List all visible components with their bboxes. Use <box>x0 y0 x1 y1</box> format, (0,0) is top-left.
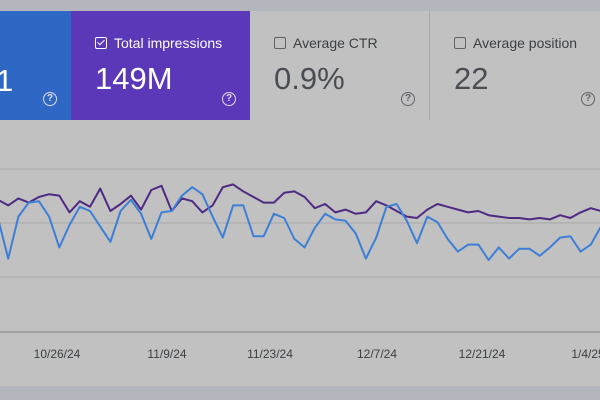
impressions-value: 149M <box>95 61 173 96</box>
ctr-checkbox[interactable] <box>274 37 286 49</box>
position-header: Average position <box>454 35 577 51</box>
help-icon[interactable]: ? <box>401 92 415 106</box>
help-icon[interactable]: ? <box>43 92 57 106</box>
x-tick-label: 12/21/24 <box>459 347 506 361</box>
impressions-checkbox[interactable] <box>95 37 107 49</box>
impressions-header: Total impressions <box>95 35 222 51</box>
ctr-value: 0.9% <box>274 61 345 96</box>
position-label: Average position <box>473 35 578 51</box>
total-clicks-card[interactable]: 1 ? <box>0 11 71 120</box>
ctr-header: Average CTR <box>274 35 378 51</box>
position-checkbox[interactable] <box>454 37 466 49</box>
performance-chart: 10/26/24 11/9/24 11/23/24 12/7/24 12/21/24 1/… <box>0 168 600 361</box>
x-tick-label: 11/9/24 <box>147 347 186 361</box>
position-value: 22 <box>454 61 489 96</box>
clicks-series-line <box>0 186 600 261</box>
total-impressions-card[interactable]: Total impressions 149M ? <box>71 11 250 120</box>
ctr-label: Average CTR <box>293 35 378 51</box>
average-ctr-card[interactable]: Average CTR 0.9% ? <box>250 11 430 120</box>
x-tick-label: 10/26/24 <box>34 347 81 361</box>
performance-chart-panel: 10/26/24 11/9/24 11/23/24 12/7/24 12/21/24 1/… <box>0 120 600 386</box>
help-icon[interactable]: ? <box>222 92 236 106</box>
help-icon[interactable]: ? <box>581 92 595 106</box>
impressions-series-line <box>0 183 600 221</box>
total-clicks-value: 1 <box>0 63 14 98</box>
x-tick-label: 11/23/24 <box>247 347 293 361</box>
x-tick-label: 1/4/25 <box>571 347 600 361</box>
average-position-card[interactable]: Average position 22 ? <box>430 11 600 120</box>
metric-cards: 1 ? Total impressions 149M ? Average CTR… <box>0 11 600 120</box>
impressions-label: Total impressions <box>114 35 223 51</box>
x-tick-label: 12/7/24 <box>357 347 397 361</box>
